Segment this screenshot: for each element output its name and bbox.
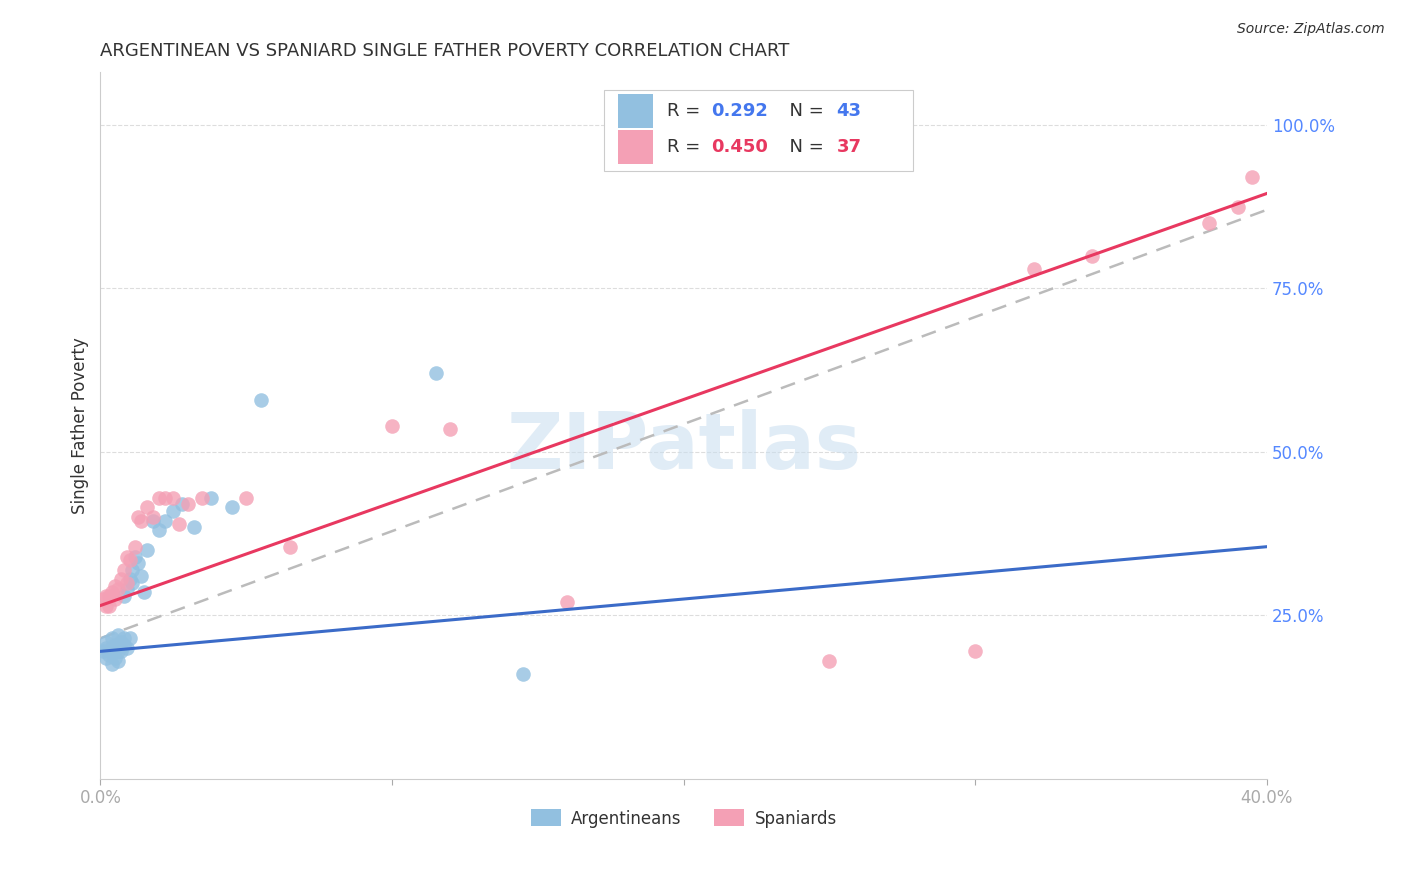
Point	[118, 573, 141, 587]
Text: ARGENTINEAN VS SPANIARD SINGLE FATHER POVERTY CORRELATION CHART: ARGENTINEAN VS SPANIARD SINGLE FATHER PO…	[100, 42, 790, 60]
Point	[115, 582, 138, 597]
Point	[91, 644, 114, 658]
Point	[110, 573, 132, 587]
Point	[112, 589, 135, 603]
Text: 37: 37	[837, 137, 862, 155]
Point	[124, 540, 146, 554]
Y-axis label: Single Father Poverty: Single Father Poverty	[72, 337, 89, 514]
Point	[1226, 200, 1249, 214]
Text: R =: R =	[668, 137, 706, 155]
Text: Source: ZipAtlas.com: Source: ZipAtlas.com	[1237, 22, 1385, 37]
Point	[439, 422, 461, 436]
Point	[132, 585, 155, 599]
Text: N =: N =	[778, 103, 830, 120]
FancyBboxPatch shape	[619, 129, 654, 163]
Point	[965, 644, 987, 658]
Point	[96, 641, 118, 656]
Point	[512, 667, 534, 681]
Point	[112, 638, 135, 652]
Point	[127, 556, 149, 570]
Point	[142, 510, 165, 524]
Point	[153, 491, 176, 505]
Point	[107, 644, 129, 658]
Point	[96, 599, 118, 613]
Point	[221, 500, 243, 515]
Point	[98, 589, 121, 603]
Point	[191, 491, 214, 505]
Point	[104, 638, 127, 652]
Point	[162, 504, 184, 518]
Point	[101, 641, 124, 656]
Point	[104, 644, 127, 658]
Text: 0.292: 0.292	[711, 103, 769, 120]
Point	[136, 543, 159, 558]
Point	[101, 657, 124, 672]
Point	[127, 510, 149, 524]
Point	[121, 575, 143, 590]
Point	[1081, 249, 1104, 263]
Point	[115, 575, 138, 590]
Point	[381, 418, 404, 433]
Legend: Argentineans, Spaniards: Argentineans, Spaniards	[524, 803, 844, 834]
Point	[124, 549, 146, 564]
Point	[110, 644, 132, 658]
Point	[148, 524, 170, 538]
Point	[142, 514, 165, 528]
Point	[98, 648, 121, 662]
Point	[121, 563, 143, 577]
Point	[110, 634, 132, 648]
FancyBboxPatch shape	[619, 95, 654, 128]
Text: 0.450: 0.450	[711, 137, 769, 155]
Point	[107, 638, 129, 652]
Point	[170, 497, 193, 511]
Point	[1198, 216, 1220, 230]
Point	[1241, 170, 1264, 185]
Point	[104, 579, 127, 593]
Point	[115, 549, 138, 564]
Point	[136, 500, 159, 515]
Point	[98, 599, 121, 613]
Point	[167, 516, 190, 531]
Point	[107, 654, 129, 668]
Point	[249, 392, 271, 407]
Point	[118, 553, 141, 567]
Text: N =: N =	[778, 137, 830, 155]
Text: 43: 43	[837, 103, 862, 120]
Point	[129, 514, 152, 528]
Point	[98, 644, 121, 658]
Point	[278, 540, 301, 554]
Point	[162, 491, 184, 505]
Point	[235, 491, 257, 505]
Point	[112, 632, 135, 646]
Point	[96, 651, 118, 665]
Point	[153, 514, 176, 528]
Point	[107, 628, 129, 642]
Text: ZIPatlas: ZIPatlas	[506, 409, 860, 485]
Point	[115, 641, 138, 656]
Point	[118, 632, 141, 646]
Text: R =: R =	[668, 103, 706, 120]
Point	[96, 634, 118, 648]
Point	[148, 491, 170, 505]
Point	[129, 569, 152, 583]
Point	[183, 520, 205, 534]
Point	[101, 585, 124, 599]
Point	[177, 497, 200, 511]
FancyBboxPatch shape	[605, 90, 914, 171]
Point	[96, 589, 118, 603]
Point	[112, 563, 135, 577]
Point	[818, 654, 841, 668]
Point	[200, 491, 222, 505]
Point	[107, 582, 129, 597]
Point	[1022, 261, 1045, 276]
Point	[555, 595, 578, 609]
Point	[425, 367, 447, 381]
Point	[101, 632, 124, 646]
Point	[104, 651, 127, 665]
Point	[104, 592, 127, 607]
Point	[91, 592, 114, 607]
